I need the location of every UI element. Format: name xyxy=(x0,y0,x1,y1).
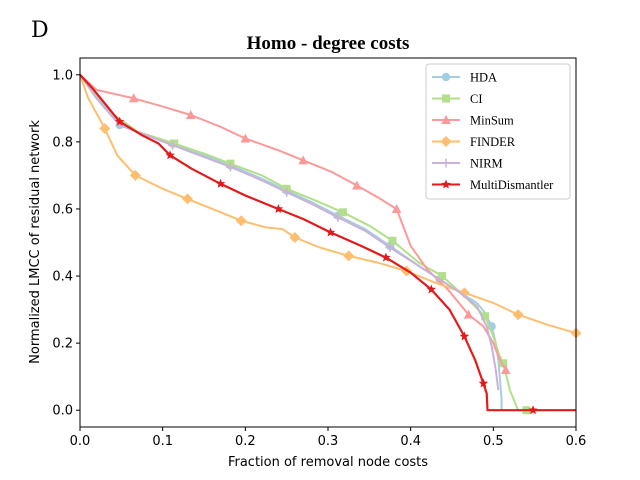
data-point-marker xyxy=(235,215,247,227)
x-tick-label: 0.3 xyxy=(318,434,339,449)
data-point-marker xyxy=(499,359,508,368)
x-tick-label: 0.5 xyxy=(483,434,504,449)
data-point-marker xyxy=(481,312,490,321)
legend-swatch-marker xyxy=(441,72,451,82)
series-multidismantler xyxy=(79,74,576,415)
y-tick-label: 0.6 xyxy=(52,202,73,217)
legend-label: HDA xyxy=(470,71,497,85)
data-point-marker xyxy=(459,331,470,341)
data-point-marker xyxy=(128,93,139,103)
legend-frame xyxy=(425,63,571,200)
legend-label: CI xyxy=(470,92,483,106)
legend-item: HDA xyxy=(432,71,497,85)
series-finder xyxy=(79,74,582,339)
x-tick-label: 0.1 xyxy=(152,434,173,449)
data-point-marker xyxy=(225,162,235,172)
data-point-marker xyxy=(388,236,397,245)
series-line xyxy=(79,74,576,412)
data-point-marker xyxy=(181,193,193,205)
legend-item: MinSum xyxy=(432,114,514,128)
y-tick-label: 0.2 xyxy=(52,337,73,352)
series-layer xyxy=(79,74,582,415)
data-point-marker xyxy=(240,133,251,143)
y-axis: 0.0 0.2 0.4 0.6 0.8 1.0 xyxy=(52,68,80,419)
data-point-marker xyxy=(338,208,347,217)
data-point-marker xyxy=(385,243,395,253)
data-point-marker xyxy=(165,150,175,160)
x-tick-label: 0.2 xyxy=(235,434,256,449)
x-axis: 0.0 0.1 0.2 0.3 0.4 0.5 0.6 xyxy=(70,427,587,449)
series-line xyxy=(79,74,577,335)
x-tick-label: 0.4 xyxy=(400,434,421,449)
data-point-marker xyxy=(458,287,470,299)
y-axis-label: Normalized LMCC of residual network xyxy=(28,120,43,364)
data-point-marker xyxy=(273,204,284,213)
data-point-marker xyxy=(463,309,474,319)
chart-title: Homo - degree costs xyxy=(247,33,410,54)
y-tick-label: 0.0 xyxy=(52,404,73,419)
data-point-marker xyxy=(426,284,437,294)
series-minsum xyxy=(79,74,511,374)
data-point-marker xyxy=(114,116,125,126)
y-tick-label: 1.0 xyxy=(52,68,73,83)
x-tick-label: 0.0 xyxy=(70,434,91,449)
legend-item: FINDER xyxy=(432,135,516,149)
legend-swatch-marker xyxy=(441,115,451,124)
data-point-marker xyxy=(282,187,292,197)
series-line xyxy=(79,74,527,412)
legend-item: CI xyxy=(432,92,483,106)
data-point-marker xyxy=(343,250,355,262)
data-point-marker xyxy=(168,140,178,150)
data-point-marker xyxy=(512,309,524,321)
legend-item: NIRM xyxy=(432,157,503,171)
legend-swatch-marker xyxy=(442,94,450,103)
data-point-marker xyxy=(298,155,308,165)
series-nirm xyxy=(79,74,500,391)
legend-item: MultiDismantler xyxy=(432,178,554,192)
y-tick-label: 0.8 xyxy=(52,135,73,150)
legend-label: MultiDismantler xyxy=(470,178,554,192)
panel-label: D xyxy=(31,18,49,43)
data-point-marker xyxy=(500,364,511,374)
data-point-marker xyxy=(325,227,336,237)
legend-swatch-marker xyxy=(440,136,452,147)
data-point-marker xyxy=(391,203,402,213)
data-point-marker xyxy=(438,272,447,281)
data-point-marker xyxy=(528,405,538,415)
legend: HDA CI MinSum FINDER NIRM MultiDismantler xyxy=(425,63,571,200)
data-point-marker xyxy=(478,378,489,388)
legend-swatch-marker xyxy=(441,158,451,168)
data-point-marker xyxy=(129,169,141,181)
legend-label: NIRM xyxy=(470,157,503,171)
data-point-marker xyxy=(99,122,111,134)
data-point-marker xyxy=(352,180,362,190)
data-point-marker xyxy=(381,252,391,262)
legend-label: FINDER xyxy=(470,135,516,149)
data-point-marker xyxy=(170,139,179,148)
data-point-marker xyxy=(215,178,226,188)
x-tick-label: 0.6 xyxy=(566,434,587,449)
legend-swatch-marker xyxy=(441,179,451,189)
data-point-marker xyxy=(289,231,301,243)
data-point-marker xyxy=(333,212,343,222)
x-axis-label: Fraction of removal node costs xyxy=(228,455,428,470)
legend-label: MinSum xyxy=(470,114,514,128)
y-tick-label: 0.4 xyxy=(52,270,73,285)
data-point-marker xyxy=(185,110,196,120)
